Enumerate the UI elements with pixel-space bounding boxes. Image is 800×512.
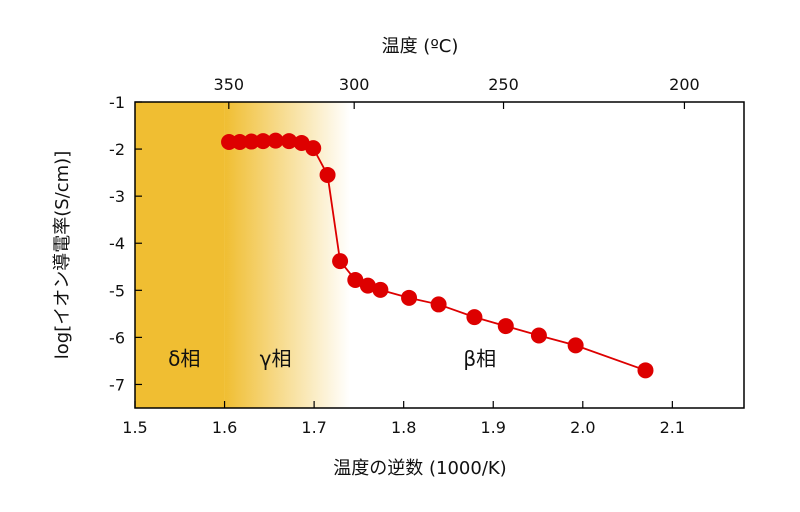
data-point [430, 296, 447, 313]
phase-label-delta: δ相 [168, 347, 200, 371]
axis-ticks: 1.5 1.6 1.7 1.8 1.9 2.0 2.1 -1 -2 -3 -4 -5 -6 -7 350 30… [109, 75, 700, 437]
data-point [347, 271, 364, 288]
x-tick-label: 2.1 [660, 418, 685, 437]
phase-label-gamma: γ相 [260, 347, 292, 371]
top-axis-title: 温度 (ºC) [382, 36, 459, 57]
phase-label-beta: β相 [463, 347, 496, 371]
axis-labels: 温度 (ºC) 温度の逆数 (1000/K) log[イオン導電率(S/cm)]… [52, 36, 507, 479]
gamma-phase-region [224, 102, 350, 408]
y-tick-label: -2 [109, 140, 125, 159]
top-tick-label: 300 [339, 75, 370, 94]
data-point [305, 140, 322, 157]
x-tick-label: 2.0 [570, 418, 595, 437]
data-point [359, 277, 376, 294]
data-point [332, 253, 349, 270]
data-point [637, 362, 654, 379]
y-axis-title: log[イオン導電率(S/cm)] [52, 151, 73, 359]
x-tick-label: 1.7 [301, 418, 326, 437]
data-series [221, 132, 654, 379]
x-tick-label: 1.5 [122, 418, 147, 437]
data-point [497, 318, 514, 335]
x-tick-label: 1.8 [391, 418, 416, 437]
data-point [319, 166, 336, 183]
data-point [466, 309, 483, 326]
top-tick-label: 250 [488, 75, 519, 94]
top-tick-label: 350 [214, 75, 245, 94]
data-point [281, 133, 298, 150]
data-point [401, 289, 418, 306]
x-axis-title: 温度の逆数 (1000/K) [333, 458, 506, 479]
y-tick-label: -1 [109, 93, 125, 112]
data-point [372, 281, 389, 298]
top-tick-label: 200 [669, 75, 700, 94]
data-point [267, 132, 284, 149]
plot-frame [134, 101, 745, 409]
data-point [567, 337, 584, 354]
delta-phase-region [135, 102, 225, 408]
y-tick-label: -4 [109, 234, 125, 253]
y-tick-label: -5 [109, 281, 125, 300]
x-tick-label: 1.9 [481, 418, 506, 437]
y-tick-label: -3 [109, 187, 125, 206]
data-point [255, 133, 272, 150]
data-point [530, 327, 547, 344]
data-point [231, 134, 248, 151]
y-tick-label: -6 [109, 328, 125, 347]
y-tick-label: -7 [109, 375, 125, 394]
phase-regions [135, 102, 350, 408]
x-tick-label: 1.6 [212, 418, 237, 437]
data-point [243, 133, 260, 150]
